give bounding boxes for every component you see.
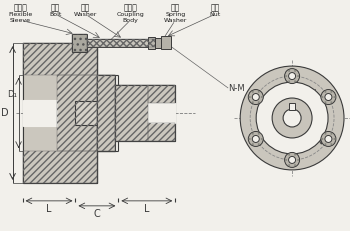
Circle shape: [285, 152, 300, 167]
Circle shape: [321, 90, 336, 104]
Text: L: L: [144, 204, 149, 214]
Circle shape: [294, 154, 296, 156]
Bar: [148, 123, 175, 141]
Circle shape: [324, 91, 327, 93]
Text: 弹性套: 弹性套: [14, 3, 28, 12]
Bar: [97, 75, 116, 151]
Text: 联轴节: 联轴节: [124, 3, 137, 12]
Circle shape: [285, 69, 300, 84]
Circle shape: [330, 91, 332, 93]
Circle shape: [258, 101, 260, 103]
Circle shape: [256, 82, 328, 154]
Text: Flexible
Sleeve: Flexible Sleeve: [8, 12, 33, 23]
Circle shape: [249, 96, 251, 98]
Circle shape: [252, 91, 254, 93]
Circle shape: [321, 138, 323, 140]
Circle shape: [334, 96, 335, 98]
Bar: [76, 101, 118, 125]
Circle shape: [252, 101, 254, 103]
Circle shape: [248, 90, 263, 104]
Bar: [88, 39, 160, 47]
Circle shape: [248, 131, 263, 146]
Circle shape: [258, 91, 260, 93]
Text: 螺母: 螺母: [211, 3, 220, 12]
Bar: [289, 103, 295, 110]
Bar: [22, 43, 97, 75]
Text: 垃圈: 垃圈: [81, 3, 90, 12]
Circle shape: [325, 94, 332, 100]
Bar: [148, 85, 175, 103]
Circle shape: [258, 143, 260, 145]
Bar: [116, 85, 148, 141]
Bar: [72, 34, 88, 52]
Bar: [155, 38, 161, 48]
Circle shape: [288, 70, 290, 72]
Bar: [88, 39, 160, 47]
Bar: [148, 37, 155, 49]
Circle shape: [289, 156, 296, 163]
Circle shape: [324, 133, 327, 135]
Circle shape: [285, 75, 287, 77]
Circle shape: [297, 159, 299, 161]
Circle shape: [240, 66, 344, 170]
Bar: [72, 34, 88, 52]
Text: Nut: Nut: [210, 12, 221, 17]
Bar: [22, 151, 97, 183]
Bar: [97, 75, 116, 151]
Text: 弹垃: 弹垃: [171, 3, 180, 12]
Bar: [148, 103, 175, 123]
Circle shape: [321, 131, 336, 146]
Circle shape: [252, 133, 254, 135]
Text: D: D: [1, 108, 9, 118]
Text: Spring
Washer: Spring Washer: [163, 12, 187, 23]
Circle shape: [261, 138, 263, 140]
Text: D₁: D₁: [7, 90, 16, 99]
Text: L: L: [46, 204, 52, 214]
Bar: [22, 100, 57, 126]
Bar: [161, 36, 171, 49]
Circle shape: [294, 164, 296, 166]
Bar: [57, 75, 97, 151]
Text: d: d: [38, 100, 43, 109]
Circle shape: [324, 143, 327, 145]
Text: 柱销: 柱销: [51, 3, 60, 12]
Circle shape: [252, 143, 254, 145]
Circle shape: [330, 143, 332, 145]
Circle shape: [325, 135, 332, 143]
Circle shape: [252, 135, 259, 143]
Circle shape: [288, 164, 290, 166]
Circle shape: [330, 101, 332, 103]
Circle shape: [272, 98, 312, 138]
Text: Bolt: Bolt: [49, 12, 62, 17]
Circle shape: [289, 73, 296, 79]
Circle shape: [297, 75, 299, 77]
Circle shape: [288, 80, 290, 82]
Circle shape: [321, 96, 323, 98]
Bar: [116, 85, 175, 141]
Text: C: C: [93, 209, 100, 219]
Circle shape: [330, 133, 332, 135]
Circle shape: [324, 101, 327, 103]
Circle shape: [334, 138, 335, 140]
Circle shape: [258, 133, 260, 135]
Text: Washer: Washer: [74, 12, 97, 17]
Text: d₁: d₁: [310, 89, 322, 144]
Bar: [22, 43, 97, 183]
Text: Coupling
Body: Coupling Body: [117, 12, 144, 23]
Circle shape: [283, 109, 301, 127]
Circle shape: [294, 70, 296, 72]
Circle shape: [252, 94, 259, 100]
Circle shape: [285, 159, 287, 161]
Circle shape: [294, 80, 296, 82]
Text: N-M: N-M: [228, 84, 245, 93]
Circle shape: [288, 154, 290, 156]
Circle shape: [261, 96, 263, 98]
Circle shape: [249, 138, 251, 140]
